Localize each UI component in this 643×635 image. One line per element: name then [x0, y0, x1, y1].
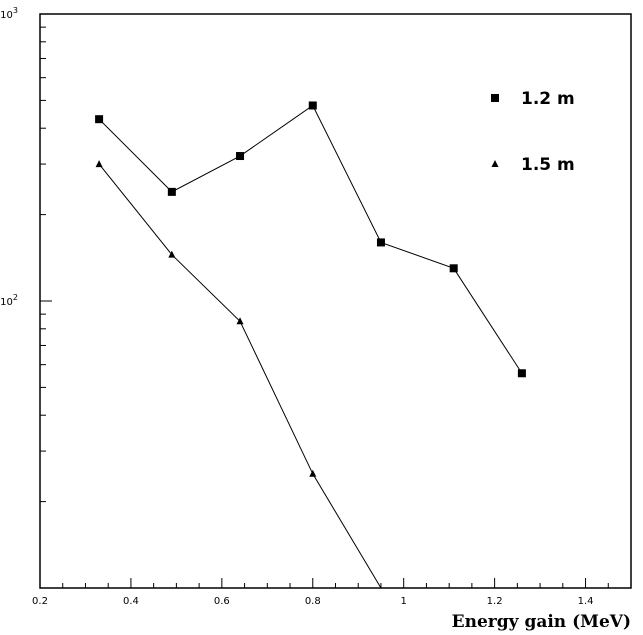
- data-point: [236, 152, 245, 161]
- x-tick-label: 0.6: [214, 596, 230, 607]
- x-tick-label: 0.4: [123, 596, 139, 607]
- series-triangles: [95, 160, 382, 589]
- x-axis-title: Energy gain (MeV): [452, 612, 631, 632]
- data-point: [167, 187, 176, 196]
- data-point: [308, 101, 317, 110]
- data-point: [376, 238, 385, 247]
- data-point: [449, 264, 458, 273]
- y-ticks: 103 102: [0, 6, 52, 503]
- legend-marker: [491, 160, 499, 167]
- x-tick-label: 0.8: [305, 596, 321, 607]
- legend: 1.2 m 1.5 m: [491, 89, 575, 175]
- legend-marker: [491, 94, 499, 102]
- data-point: [517, 369, 526, 378]
- series-squares: [95, 101, 526, 378]
- y-tick-label: 102: [0, 293, 18, 308]
- series-layer: [95, 101, 526, 589]
- data-point: [236, 317, 244, 325]
- data-point: [309, 469, 317, 477]
- x-tick-label: 1: [401, 596, 407, 607]
- legend-label: 1.5 m: [521, 155, 575, 175]
- series-line: [98, 163, 382, 589]
- x-ticks: 0.2 0.4 0.6 0.8 1 1.2 1.4: [32, 578, 632, 607]
- data-point: [95, 160, 103, 168]
- data-point: [95, 115, 104, 124]
- x-tick-label: 1.4: [578, 596, 594, 607]
- series-line: [98, 104, 523, 374]
- legend-label: 1.2 m: [521, 89, 575, 109]
- data-point: [168, 250, 176, 258]
- y-tick-label: 103: [0, 6, 18, 21]
- x-tick-label: 0.2: [32, 596, 48, 607]
- x-tick-label: 1.2: [487, 596, 503, 607]
